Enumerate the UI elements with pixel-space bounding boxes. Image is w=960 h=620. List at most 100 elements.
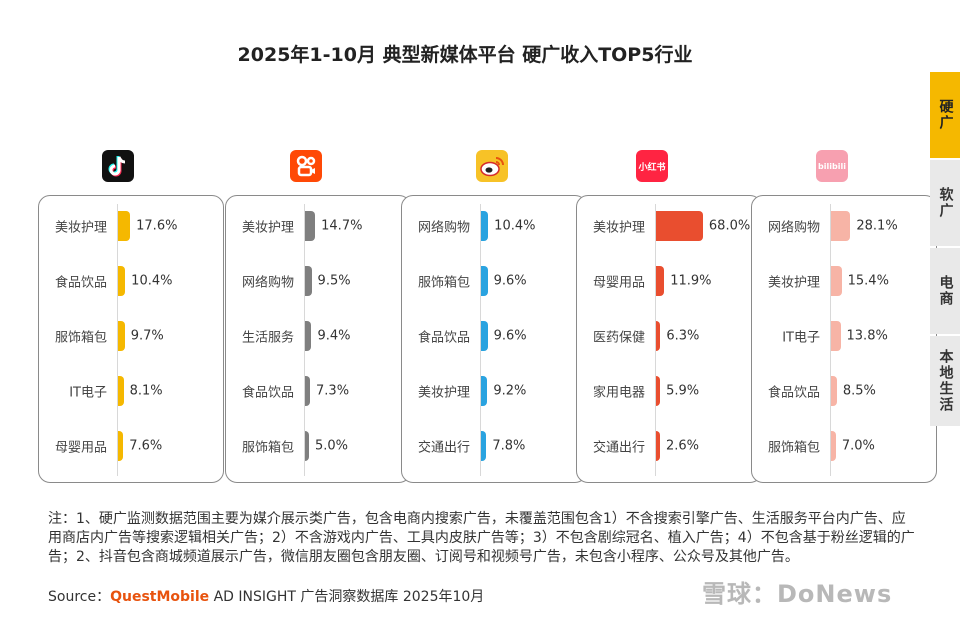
bar bbox=[656, 431, 660, 461]
chart-panel-douyin: 美妆护理 17.6% 食品饮品 10.4% 服饰箱包 9.7% IT电子 8.1% 母婴用品 7.… bbox=[38, 195, 224, 483]
source-prefix: Source： bbox=[48, 589, 111, 605]
value-label: 9.5% bbox=[317, 273, 351, 289]
value-label: 9.6% bbox=[493, 328, 527, 344]
value-label: 10.4% bbox=[494, 218, 536, 234]
value-label: 7.0% bbox=[841, 438, 875, 454]
bar bbox=[305, 376, 311, 406]
category-label: 美妆护理 bbox=[54, 220, 107, 236]
source-suffix: AD INSIGHT 广告洞察数据库 2025年10月 bbox=[209, 589, 485, 605]
chart-panel-kuaishou: 美妆护理 14.7% 网络购物 9.5% 生活服务 9.4% 食品饮品 7.3% 服饰箱包 5.0… bbox=[225, 195, 411, 483]
value-label: 13.8% bbox=[846, 328, 888, 344]
bar bbox=[831, 211, 851, 241]
bar bbox=[305, 211, 316, 241]
kuaishou-logo-icon bbox=[290, 150, 322, 182]
value-label: 7.8% bbox=[492, 438, 526, 454]
douyin-logo-icon bbox=[102, 150, 134, 182]
value-label: 8.1% bbox=[129, 383, 163, 399]
footnote: 注：1、硬广监测数据范围主要为媒介展示类广告，包含电商内搜索广告，未覆盖范围包含… bbox=[48, 511, 915, 565]
chart-panel-xiaohongshu: 美妆护理 68.0% 母婴用品 11.9% 医药保健 6.3% 家用电器 5.9% 交通出行 2.… bbox=[576, 195, 762, 483]
value-label: 11.9% bbox=[670, 273, 712, 289]
value-label: 5.0% bbox=[315, 438, 349, 454]
watermark: 雪球：DoNews bbox=[702, 580, 893, 608]
source-line: Source：QuestMobile AD INSIGHT 广告洞察数据库 20… bbox=[48, 586, 484, 606]
bar bbox=[831, 431, 836, 461]
bar bbox=[118, 321, 125, 351]
bar bbox=[656, 211, 703, 241]
tab-hard-ads[interactable]: 硬广 bbox=[930, 72, 960, 158]
bar bbox=[481, 431, 487, 461]
category-label: 服饰箱包 bbox=[241, 440, 294, 456]
bar-axis bbox=[480, 204, 481, 476]
value-label: 9.6% bbox=[493, 273, 527, 289]
xiaohongshu-logo-text: 小红书 bbox=[638, 162, 666, 173]
category-label: 美妆护理 bbox=[241, 220, 294, 236]
category-label: 网络购物 bbox=[767, 220, 820, 236]
tab-ecommerce[interactable]: 电商 bbox=[930, 248, 960, 334]
value-label: 17.6% bbox=[136, 218, 178, 234]
xiaohongshu-logo-icon: 小红书 bbox=[636, 150, 668, 182]
bilibili-logo-icon: bilibili bbox=[816, 150, 848, 182]
bar bbox=[118, 266, 126, 296]
value-label: 7.3% bbox=[316, 383, 350, 399]
category-label: 食品饮品 bbox=[767, 385, 820, 401]
bar bbox=[118, 376, 124, 406]
bar bbox=[831, 376, 837, 406]
bar bbox=[481, 211, 489, 241]
value-label: 68.0% bbox=[708, 218, 751, 234]
category-label: 家用电器 bbox=[592, 385, 645, 401]
category-label: 食品饮品 bbox=[417, 330, 470, 346]
bar-axis bbox=[304, 204, 305, 476]
bar bbox=[656, 321, 661, 351]
value-label: 5.9% bbox=[666, 383, 700, 399]
category-label: 交通出行 bbox=[417, 440, 470, 456]
category-label: 食品饮品 bbox=[241, 385, 294, 401]
bar bbox=[831, 321, 841, 351]
chart-panel-bilibili: 网络购物 28.1% 美妆护理 15.4% IT电子 13.8% 食品饮品 8.5% 服饰箱包 7… bbox=[751, 195, 937, 483]
category-label: 服饰箱包 bbox=[54, 330, 107, 346]
category-label: 美妆护理 bbox=[767, 275, 820, 291]
bilibili-logo-text: bilibili bbox=[818, 161, 846, 171]
value-label: 8.5% bbox=[842, 383, 876, 399]
value-label: 9.7% bbox=[130, 328, 164, 344]
bar bbox=[305, 321, 312, 351]
tab-soft-ads[interactable]: 软广 bbox=[930, 160, 960, 246]
chart-title: 2025年1-10月 典型新媒体平台 硬广收入TOP5行业 bbox=[237, 44, 693, 66]
source-brand: QuestMobile bbox=[110, 589, 210, 605]
category-label: 服饰箱包 bbox=[767, 440, 820, 456]
category-label: 食品饮品 bbox=[54, 275, 107, 291]
category-label: 服饰箱包 bbox=[417, 275, 470, 291]
value-label: 6.3% bbox=[666, 328, 700, 344]
bar-axis bbox=[830, 204, 831, 476]
bar-axis bbox=[655, 204, 656, 476]
value-label: 9.4% bbox=[317, 328, 351, 344]
bar bbox=[481, 321, 488, 351]
bar bbox=[481, 376, 488, 406]
value-label: 9.2% bbox=[493, 383, 527, 399]
category-label: 网络购物 bbox=[417, 220, 470, 236]
value-label: 2.6% bbox=[666, 438, 700, 454]
category-label: IT电子 bbox=[69, 385, 107, 401]
weibo-logo-icon bbox=[476, 150, 508, 182]
category-label: 医药保健 bbox=[592, 330, 645, 346]
bar bbox=[656, 266, 665, 296]
bar bbox=[118, 211, 131, 241]
value-label: 7.6% bbox=[129, 438, 163, 454]
bar bbox=[481, 266, 488, 296]
tab-local-life[interactable]: 本地生活 bbox=[930, 336, 960, 426]
category-label: 美妆护理 bbox=[592, 220, 645, 236]
bar bbox=[305, 431, 309, 461]
value-label: 10.4% bbox=[131, 273, 173, 289]
bar-axis bbox=[117, 204, 118, 476]
value-label: 28.1% bbox=[856, 218, 898, 234]
category-label: 母婴用品 bbox=[592, 275, 645, 291]
bar bbox=[656, 376, 661, 406]
value-label: 14.7% bbox=[321, 218, 363, 234]
category-label: 生活服务 bbox=[241, 330, 294, 346]
category-label: IT电子 bbox=[782, 330, 820, 346]
category-label: 美妆护理 bbox=[417, 385, 470, 401]
bar bbox=[305, 266, 312, 296]
category-label: 交通出行 bbox=[592, 440, 645, 456]
chart-panel-weibo: 网络购物 10.4% 服饰箱包 9.6% 食品饮品 9.6% 美妆护理 9.2% 交通出行 7.8… bbox=[401, 195, 587, 483]
bar bbox=[118, 431, 124, 461]
category-label: 母婴用品 bbox=[54, 440, 107, 456]
